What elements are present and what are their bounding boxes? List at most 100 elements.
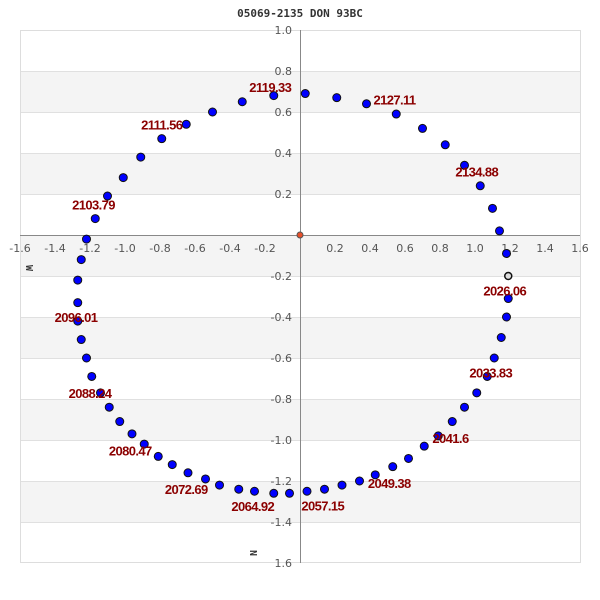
data-point <box>482 371 492 381</box>
data-point <box>183 468 193 478</box>
data-point <box>167 460 177 470</box>
y-tick-label: -0.8 <box>271 393 292 406</box>
data-point <box>76 255 86 265</box>
x-tick-label: 0.6 <box>396 242 414 255</box>
x-tick-label: -0.8 <box>149 242 170 255</box>
year-label: 2049.38 <box>368 476 411 491</box>
y-tick-label: 0.6 <box>275 106 293 119</box>
x-tick-label: 1.4 <box>536 242 554 255</box>
data-point <box>136 152 146 162</box>
current-position-point <box>504 271 513 281</box>
x-tick-label: -1.0 <box>114 242 135 255</box>
data-point <box>475 181 485 191</box>
data-point <box>181 119 191 129</box>
data-point <box>215 480 224 490</box>
data-point <box>503 294 513 304</box>
y-tick-label: 0.8 <box>275 65 293 78</box>
x-tick-label: 0.4 <box>361 242 379 255</box>
data-point <box>496 333 506 342</box>
data-point <box>362 99 371 109</box>
data-point <box>73 298 83 308</box>
data-point <box>489 353 499 363</box>
year-label: 2041.6 <box>432 431 469 446</box>
data-point <box>73 275 83 285</box>
year-label: 2134.88 <box>455 164 498 179</box>
data-point <box>419 441 429 451</box>
data-point <box>103 191 112 201</box>
x-tick-label: 0.2 <box>326 242 344 255</box>
year-label: 2080.47 <box>109 443 152 458</box>
data-point <box>447 417 457 427</box>
data-point <box>495 226 504 236</box>
data-point <box>433 431 443 441</box>
data-point <box>118 173 128 183</box>
year-label: 2103.79 <box>72 197 115 212</box>
data-point <box>269 91 279 101</box>
data-point <box>440 140 450 150</box>
data-point <box>250 486 259 496</box>
data-point <box>237 97 247 107</box>
data-point <box>234 484 244 494</box>
data-point <box>96 388 105 398</box>
y-tick-label: 1.6 <box>275 557 293 570</box>
data-point <box>460 160 469 170</box>
data-point <box>300 89 310 99</box>
year-label: 2111.56 <box>141 117 183 132</box>
x-tick-label: -1.4 <box>44 242 65 255</box>
year-label: 2072.69 <box>165 482 208 497</box>
y-tick-label: -0.4 <box>271 311 292 324</box>
year-label: 2064.92 <box>231 499 274 514</box>
year-label: 2026.06 <box>483 283 526 298</box>
data-point <box>87 371 97 381</box>
data-point <box>332 93 342 103</box>
data-point <box>502 248 511 258</box>
data-point <box>337 480 347 490</box>
x-tick-label: -0.4 <box>219 242 240 255</box>
y-tick-label: 0.4 <box>275 147 293 160</box>
data-point <box>76 335 86 345</box>
year-label: 2096.01 <box>55 310 98 325</box>
year-label: 2119.33 <box>249 80 291 95</box>
x-tick-label: -1.2 <box>79 242 100 255</box>
data-point <box>388 462 398 472</box>
data-point <box>104 402 114 412</box>
data-point <box>320 484 329 494</box>
x-tick-label: 1.0 <box>466 242 484 255</box>
year-label: 2088.24 <box>69 386 113 401</box>
data-point <box>285 488 294 498</box>
y-tick-label: -0.2 <box>271 270 292 283</box>
x-tick-label: 1.6 <box>571 242 589 255</box>
year-label: 2057.15 <box>301 499 344 514</box>
north-label: N <box>247 550 258 556</box>
origin-marker <box>296 231 304 239</box>
y-tick-label: -0.6 <box>271 352 292 365</box>
data-point <box>404 453 413 463</box>
data-point <box>82 234 91 244</box>
x-tick-label: -1.6 <box>9 242 30 255</box>
y-tick-label: -1.4 <box>271 516 292 529</box>
data-point <box>502 312 511 322</box>
x-tick-label: -0.2 <box>254 242 275 255</box>
y-tick-label: -1.0 <box>271 434 292 447</box>
data-point <box>269 488 279 498</box>
data-point <box>201 474 210 484</box>
data-point <box>302 486 312 496</box>
data-point <box>208 107 217 117</box>
y-tick-label: 1.0 <box>275 24 293 37</box>
data-point <box>391 109 401 119</box>
y-tick-label: -1.2 <box>271 475 292 488</box>
data-point <box>418 123 427 133</box>
x-tick-label: -0.6 <box>184 242 205 255</box>
data-point <box>488 203 497 213</box>
data-point <box>127 429 137 439</box>
data-point <box>82 353 91 363</box>
data-point <box>460 402 469 412</box>
data-point <box>355 476 364 486</box>
data-point <box>115 417 125 427</box>
x-tick-label: 0.8 <box>431 242 449 255</box>
year-label: 2127.11 <box>373 93 415 108</box>
west-label: W <box>23 265 34 272</box>
data-point <box>153 451 163 461</box>
